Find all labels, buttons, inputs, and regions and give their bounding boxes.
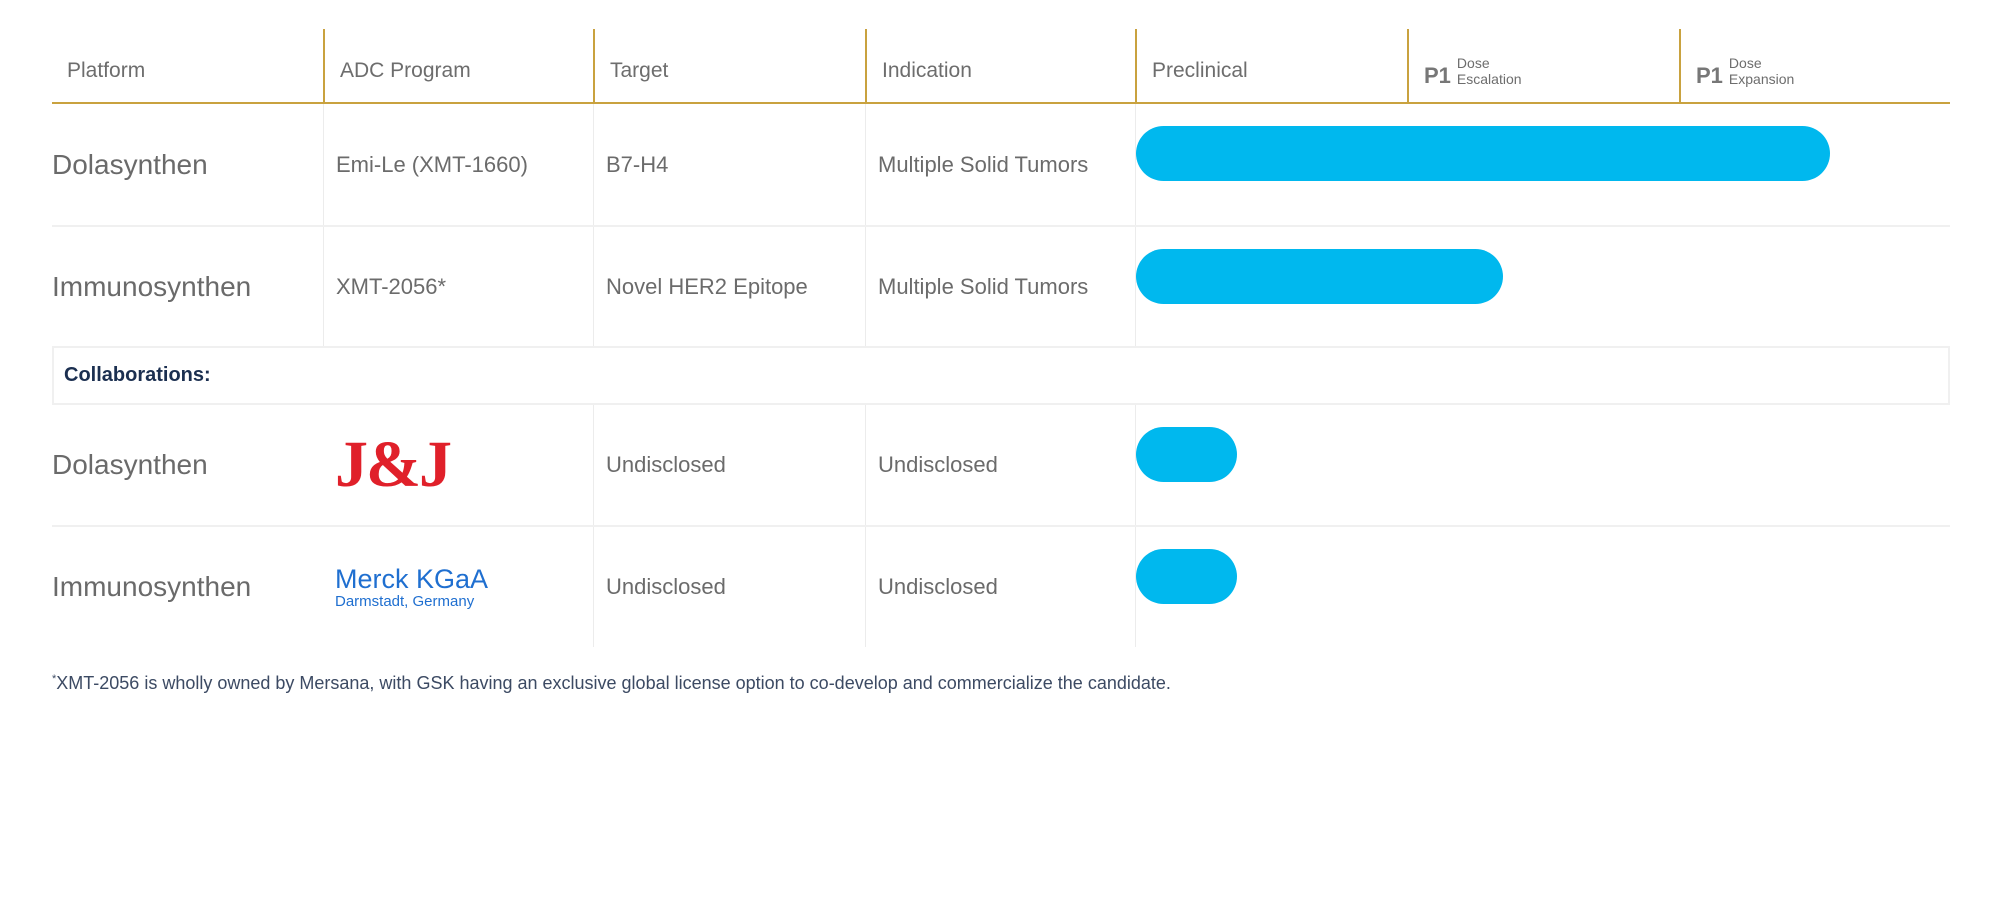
progress-bar (1136, 126, 1830, 181)
platform-cell: Dolasynthen (52, 449, 208, 480)
collaborations-label: Collaborations: (52, 348, 1950, 405)
merck-logo: Merck KGaA Darmstadt, Germany (335, 563, 489, 610)
progress-bar (1136, 249, 1504, 304)
header-adc-program: ADC Program (323, 29, 593, 102)
pipeline-table: Platform ADC Program Target Indication P… (52, 29, 1950, 647)
partner-logo-cell: Merck KGaA Darmstadt, Germany (323, 527, 593, 647)
platform-cell: Immunosynthen (52, 571, 252, 602)
indication-cell: Undisclosed (865, 405, 1135, 525)
progress-bar (1136, 427, 1237, 482)
table-row: Immunosynthen XMT-2056* Novel HER2 Epito… (52, 227, 1950, 348)
target-cell: Undisclosed (593, 527, 865, 647)
indication-cell: Multiple Solid Tumors (865, 104, 1135, 225)
indication-cell: Undisclosed (865, 527, 1135, 647)
footnote-mark: * (52, 673, 57, 685)
p1-label: P1 (1424, 62, 1451, 88)
target-cell: Undisclosed (593, 405, 865, 525)
table-row: Immunosynthen Merck KGaA Darmstadt, Germa… (52, 527, 1950, 647)
table-row: Dolasynthen Emi-Le (XMT-1660) B7-H4 Mult… (52, 104, 1950, 227)
indication-cell: Multiple Solid Tumors (865, 227, 1135, 346)
table-header: Platform ADC Program Target Indication P… (52, 29, 1950, 104)
escalation-label: Escalation (1456, 70, 1522, 87)
table-row: Dolasynthen J&J Undisclosed Undisclosed (52, 405, 1950, 527)
platform-cell: Dolasynthen (52, 148, 208, 180)
footnote: *XMT-2056 is wholly owned by Mersana, wi… (52, 673, 1171, 694)
program-cell: XMT-2056* (323, 227, 593, 346)
program-cell: Emi-Le (XMT-1660) (323, 104, 593, 225)
dose-label: Dose (1456, 54, 1490, 71)
footnote-text: XMT-2056 is wholly owned by Mersana, wit… (56, 673, 1171, 693)
expansion-label: Expansion (1728, 70, 1795, 87)
target-cell: Novel HER2 Epitope (593, 227, 865, 346)
header-platform: Platform (67, 58, 146, 82)
jnj-logo: J&J (335, 428, 452, 501)
header-p1-dose-expansion: P1 Dose Expansion (1679, 29, 1950, 102)
platform-cell: Immunosynthen (52, 270, 252, 302)
p1-label: P1 (1696, 62, 1723, 88)
header-p1-dose-escalation: P1 Dose Escalation (1407, 29, 1679, 102)
progress-bar (1136, 549, 1237, 604)
target-cell: B7-H4 (593, 104, 865, 225)
header-target: Target (593, 29, 865, 102)
header-indication: Indication (865, 29, 1135, 102)
dose-label: Dose (1728, 54, 1762, 71)
header-preclinical: Preclinical (1135, 29, 1407, 102)
partner-logo-cell: J&J (323, 405, 593, 525)
